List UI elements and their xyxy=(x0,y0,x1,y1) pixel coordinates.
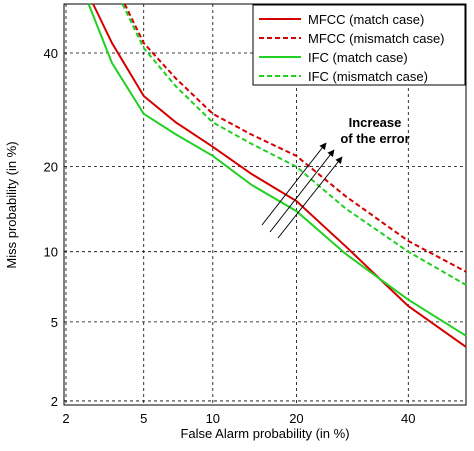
annotation-arrows xyxy=(261,142,343,239)
curve xyxy=(121,3,467,286)
x-axis-label: False Alarm probability (in %) xyxy=(180,426,349,441)
legend-label: MFCC (mismatch case) xyxy=(308,31,445,46)
legend-label: IFC (mismatch case) xyxy=(308,69,428,84)
y-tick-label: 2 xyxy=(51,394,58,409)
y-tick-label: 5 xyxy=(51,315,58,330)
curve xyxy=(87,3,467,337)
legend-label: IFC (match case) xyxy=(308,50,408,65)
y-tick-label: 20 xyxy=(44,160,58,175)
curve xyxy=(123,3,467,273)
x-tick-label: 40 xyxy=(401,411,415,426)
x-tick-label: 20 xyxy=(289,411,303,426)
x-tick-label: 2 xyxy=(62,411,69,426)
x-tick-label: 5 xyxy=(140,411,147,426)
x-tick-label: 10 xyxy=(206,411,220,426)
y-axis-label: Miss probability (in %) xyxy=(4,141,19,268)
annotation: Increase of the error xyxy=(340,115,409,146)
legend-label: MFCC (match case) xyxy=(308,12,424,27)
y-tick-label: 40 xyxy=(44,46,58,61)
y-tick-label: 10 xyxy=(44,245,58,260)
